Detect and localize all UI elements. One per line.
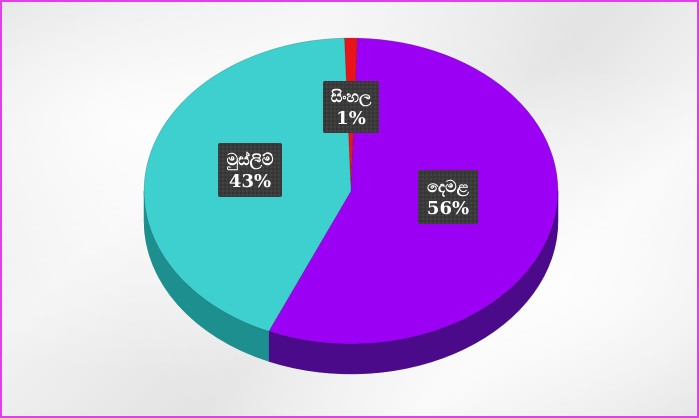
data-label-value-1: 56% xyxy=(427,198,469,219)
data-label-name-1: දෙමළ xyxy=(427,177,470,198)
data-label-name-2: මුස්ලිම් xyxy=(226,150,274,171)
data-label-value-0: 1% xyxy=(336,108,366,129)
data-label-2: මුස්ලිම්43% xyxy=(218,143,282,197)
pie-tops xyxy=(143,37,559,345)
pie-slice-1[interactable] xyxy=(268,37,559,345)
data-label-0: සිංහල1% xyxy=(323,81,379,133)
data-label-value-2: 43% xyxy=(229,171,271,192)
data-label-name-0: සිංහල xyxy=(331,87,372,108)
